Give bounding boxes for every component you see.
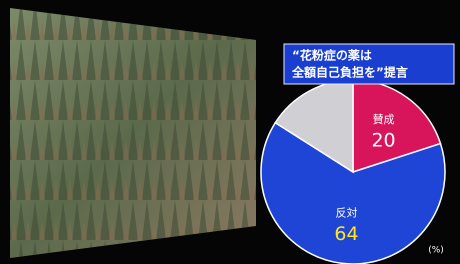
slice-value: 64 bbox=[334, 223, 358, 245]
title-line: “花粉症の薬は bbox=[292, 48, 372, 63]
slice-label: 賛成 bbox=[373, 112, 395, 126]
screen: 賛成 20 反対 64 “花粉症の薬は 全額自己負担を”提言 (%) bbox=[0, 0, 460, 264]
pie: 賛成 20 反対 64 bbox=[261, 80, 445, 264]
title-line: 全額自己負担を”提言 bbox=[291, 65, 408, 80]
slice-value: 20 bbox=[371, 129, 395, 151]
slice-label: 反対 bbox=[335, 206, 357, 220]
forest-texture bbox=[10, 8, 256, 258]
unit-label: (%) bbox=[428, 246, 444, 256]
